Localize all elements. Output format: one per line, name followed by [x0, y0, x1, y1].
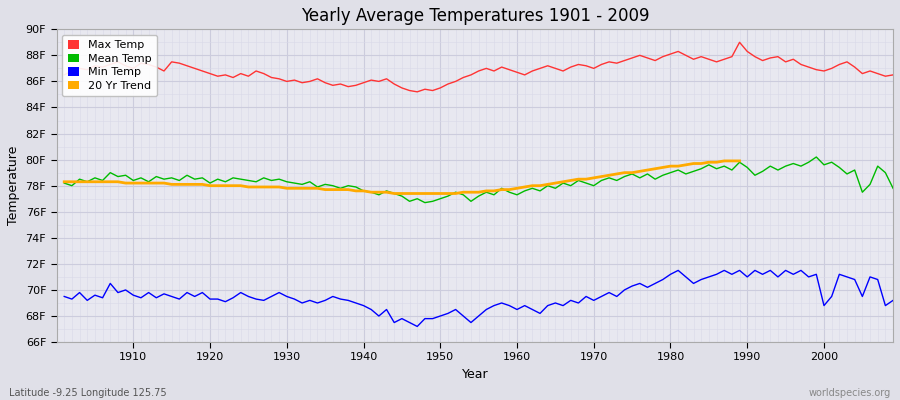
Text: worldspecies.org: worldspecies.org: [809, 388, 891, 398]
X-axis label: Year: Year: [462, 368, 488, 381]
Legend: Max Temp, Mean Temp, Min Temp, 20 Yr Trend: Max Temp, Mean Temp, Min Temp, 20 Yr Tre…: [62, 35, 157, 96]
Title: Yearly Average Temperatures 1901 - 2009: Yearly Average Temperatures 1901 - 2009: [301, 7, 649, 25]
Text: Latitude -9.25 Longitude 125.75: Latitude -9.25 Longitude 125.75: [9, 388, 166, 398]
Y-axis label: Temperature: Temperature: [7, 146, 20, 225]
